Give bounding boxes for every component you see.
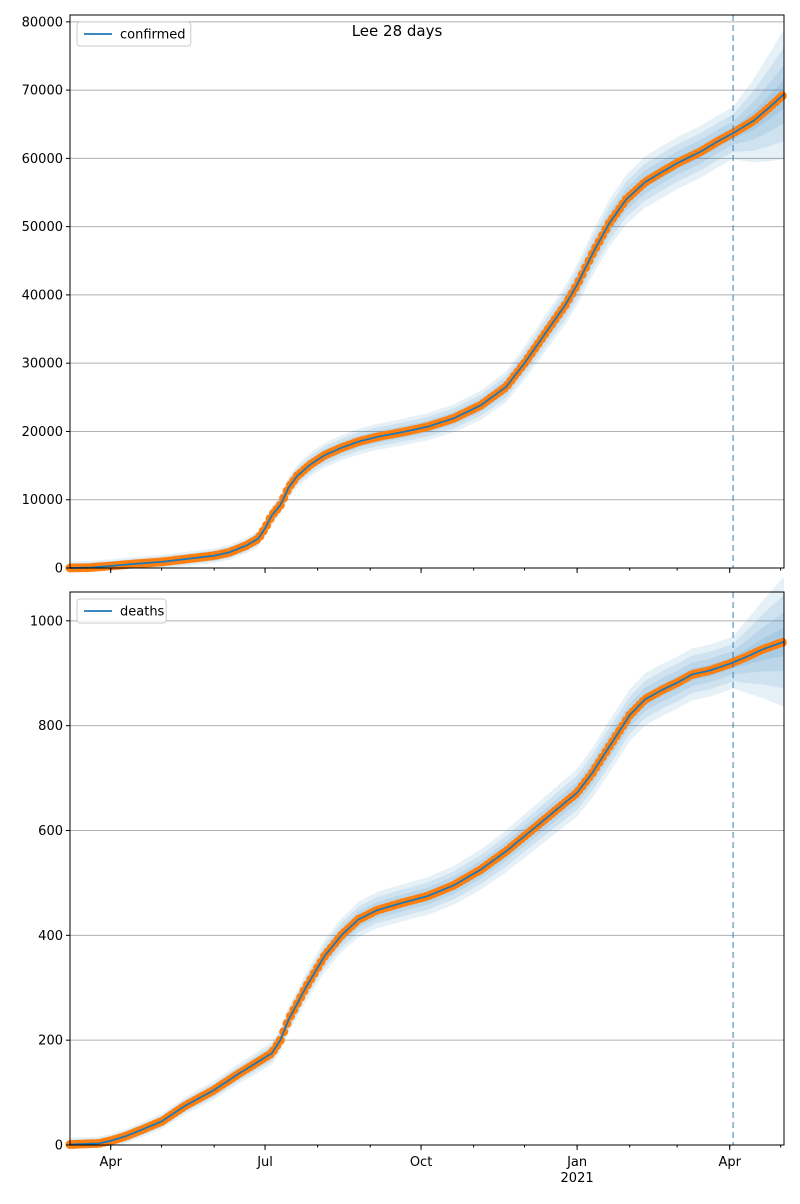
- y-tick-label: 0: [55, 1139, 63, 1154]
- x-tick-sublabel: 2021: [561, 1171, 594, 1186]
- x-tick-label: Oct: [410, 1155, 432, 1170]
- y-tick-label: 200: [38, 1034, 63, 1049]
- figure-title: Lee 28 days: [352, 22, 443, 40]
- legend-box: [76, 598, 167, 624]
- y-tick-label: 600: [38, 824, 63, 839]
- y-tick-label: 20000: [22, 425, 63, 440]
- legend-label: confirmed: [120, 28, 186, 43]
- uncertainty-band: [70, 29, 784, 568]
- legend-label: deaths: [120, 605, 165, 620]
- y-tick-label: 400: [38, 929, 63, 944]
- legend-box: [76, 21, 192, 47]
- x-tick-label: Jul: [256, 1155, 273, 1170]
- y-tick-label: 50000: [22, 220, 63, 235]
- y-tick-label: 60000: [22, 152, 63, 167]
- y-tick-label: 80000: [22, 15, 63, 30]
- axes-frame: [69, 14, 785, 569]
- y-tick-label: 10000: [22, 493, 63, 508]
- uncertainty-band: [70, 47, 784, 568]
- panel-1: 0 10000 20000 30000 40000 50000 60000 70000 8000…: [22, 14, 787, 577]
- y-tick-label: 70000: [22, 84, 63, 99]
- axes-frame: [69, 591, 785, 1146]
- model-line-deaths: [69, 640, 785, 1146]
- y-tick-label: 1000: [30, 614, 63, 629]
- y-tick-label: 800: [38, 719, 63, 734]
- y-tick-label: 40000: [22, 288, 63, 303]
- y-tick-label: 30000: [22, 357, 63, 372]
- x-tick-label: Apr: [718, 1155, 741, 1170]
- y-tick-label: 0: [55, 562, 63, 577]
- model-line-confirmed: [70, 93, 785, 569]
- x-tick-label: Jan: [566, 1155, 587, 1170]
- x-tick-label: Apr: [99, 1155, 122, 1170]
- uncertainty-band: [70, 576, 784, 1145]
